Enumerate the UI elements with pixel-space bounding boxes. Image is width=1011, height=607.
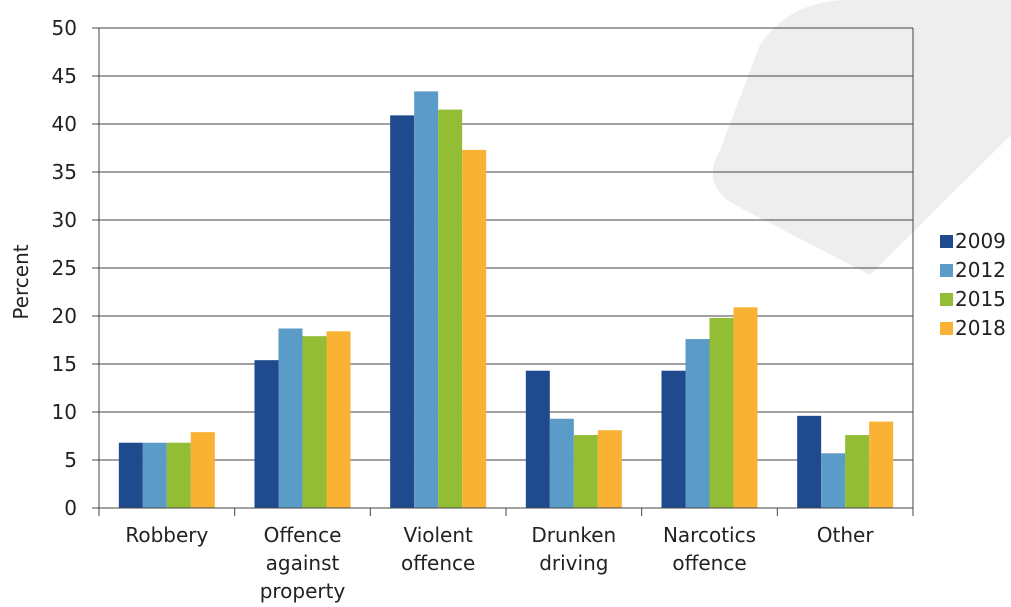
x-category-label: Violent offence [401,523,475,575]
legend-swatch [940,322,953,335]
y-tick-label: 25 [52,256,77,280]
y-tick-label: 40 [52,112,77,136]
axes [92,27,914,516]
bar-2012 [278,328,303,508]
bar-2018 [733,307,758,508]
x-category-label: Offence against property [260,523,346,603]
bar-2018 [869,421,894,508]
legend-swatch [940,293,953,306]
y-tick-label: 45 [52,64,77,88]
bar-2015 [166,442,191,508]
bar-2012 [414,91,439,509]
bars [118,91,894,509]
legend-label: 2012 [955,258,1006,282]
legend-label: 2015 [955,287,1006,311]
bar-2012 [142,442,167,508]
x-category-label: Narcotics offence [663,523,756,575]
background-watermark-shape [712,0,1011,275]
bar-2012 [685,339,710,508]
legend-label: 2009 [955,229,1006,253]
y-tick-label: 20 [52,304,77,328]
bar-2018 [326,331,351,508]
y-tick-label: 5 [64,448,77,472]
y-tick-label: 10 [52,400,77,424]
bar-2018 [597,430,622,508]
bar-2009 [390,115,415,509]
bar-2012 [549,418,574,508]
legend-swatch [940,235,953,248]
legend: 2009 2012 2015 2018 [940,229,1006,340]
y-tick-label: 30 [52,208,77,232]
bar-2015 [709,317,734,508]
bar-2018 [190,432,215,508]
y-tick-label: 35 [52,160,77,184]
legend-swatch [940,264,953,277]
bar-2015 [845,435,870,508]
legend-label: 2018 [955,316,1006,340]
y-axis-title: Percent [9,244,33,319]
bar-2018 [462,149,487,509]
bar-2012 [821,453,846,508]
y-tick-label: 15 [52,352,77,376]
x-category-label: Drunken driving [531,523,616,575]
bar-2009 [797,415,822,508]
x-category-label: Other [817,523,875,547]
bar-2009 [254,360,279,508]
x-category-labels: Robbery Offence against property Violent offe… [125,523,874,603]
bar-2015 [302,336,327,508]
y-tick-labels: 0 5 10 15 20 25 30 35 40 45 50 [52,16,77,520]
bar-2009 [661,370,686,508]
y-tick-label: 0 [64,496,77,520]
y-tick-label: 50 [52,16,77,40]
gridlines [99,27,913,461]
bar-2015 [438,109,463,508]
bar-2009 [525,370,550,508]
x-category-label: Robbery [125,523,208,547]
bar-2015 [573,435,598,508]
bar-2009 [118,442,143,508]
